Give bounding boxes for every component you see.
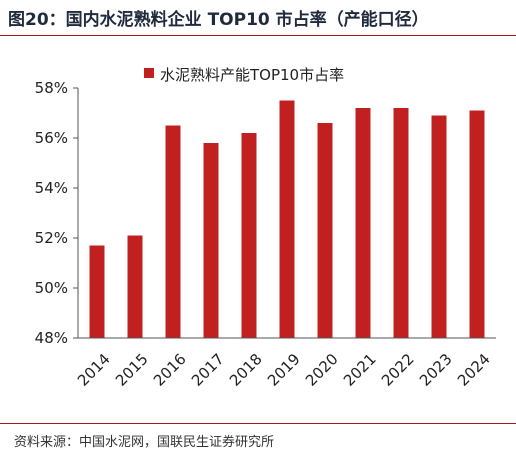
x-tick-label: 2022 [378, 350, 418, 390]
x-axis: 2014201520162017201820192020202120222023… [74, 337, 496, 390]
y-tick-label: 48% [35, 329, 68, 347]
bar-2016 [165, 125, 181, 338]
legend-swatch [144, 68, 154, 78]
y-axis: 48% 50% 52% 54% 56% 58% [35, 79, 79, 347]
x-tick-label: 2017 [188, 350, 228, 390]
y-tick-label: 58% [35, 79, 68, 97]
x-tick-label: 2016 [150, 350, 190, 390]
x-tick-label: 2014 [74, 350, 114, 390]
y-tick-label: 52% [35, 229, 68, 247]
x-tick-label: 2018 [226, 350, 266, 390]
bar-2021 [355, 108, 371, 338]
x-tick-label: 2024 [454, 350, 494, 390]
bar-2019 [279, 100, 295, 338]
bar-2024 [469, 110, 485, 338]
x-tick-label: 2023 [416, 350, 456, 390]
figure-title: 图20：国内水泥熟料企业 TOP10 市占率（产能口径） [8, 10, 429, 30]
legend: 水泥熟料产能TOP10市占率 [144, 66, 344, 84]
bar-2015 [127, 235, 143, 338]
bar-2023 [431, 115, 447, 338]
bar-chart: 水泥熟料产能TOP10市占率 48%50%52%54%56%58% 201420… [35, 66, 496, 390]
legend-label: 水泥熟料产能TOP10市占率 [160, 66, 344, 84]
title-rule [0, 35, 516, 36]
bar-2022 [393, 108, 409, 338]
x-tick-label: 2021 [340, 350, 380, 390]
x-tick-label: 2019 [264, 350, 304, 390]
y-tick-label: 54% [35, 179, 68, 197]
bar-2017 [203, 143, 219, 338]
bars [89, 100, 485, 338]
source-note: 资料来源：中国水泥网，国联民生证券研究所 [14, 435, 275, 450]
y-tick-label: 50% [35, 279, 68, 297]
bar-2014 [89, 245, 105, 338]
bar-2018 [241, 133, 257, 338]
x-tick-label: 2020 [302, 350, 342, 390]
source-rule [0, 423, 516, 424]
y-tick-label: 56% [35, 129, 68, 147]
x-tick-label: 2015 [112, 350, 152, 390]
bar-2020 [317, 123, 333, 338]
